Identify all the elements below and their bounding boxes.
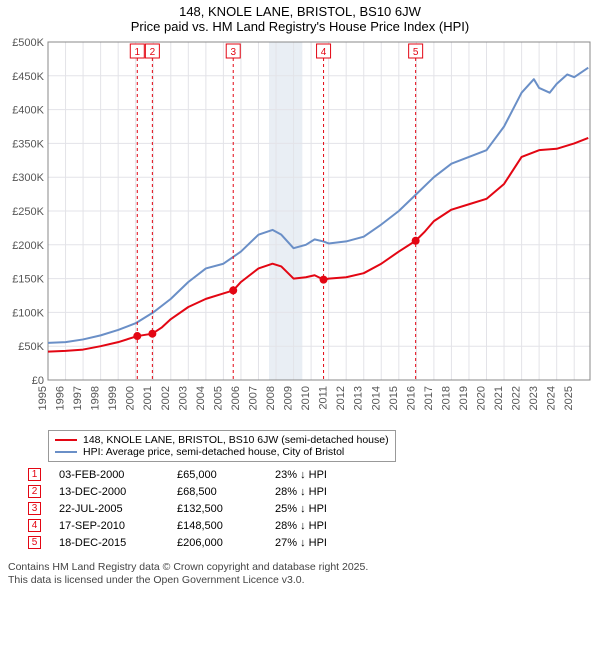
svg-text:2002: 2002 [160,386,172,410]
svg-text:2003: 2003 [177,386,189,410]
svg-text:2007: 2007 [247,386,259,410]
svg-text:2010: 2010 [300,386,312,410]
svg-text:2000: 2000 [125,386,137,410]
svg-text:2011: 2011 [318,386,330,410]
sale-row: 3 22-JUL-2005 £132,500 25% ↓ HPI [28,500,588,517]
footer-attribution: Contains HM Land Registry data © Crown c… [8,561,592,587]
svg-text:£150K: £150K [12,274,44,286]
svg-text:2021: 2021 [493,386,505,410]
sale-pct-vs-hpi: 28% ↓ HPI [275,486,375,498]
legend-label: 148, KNOLE LANE, BRISTOL, BS10 6JW (semi… [83,434,389,446]
svg-text:2009: 2009 [283,386,295,410]
sale-row: 2 13-DEC-2000 £68,500 28% ↓ HPI [28,483,588,500]
svg-text:£200K: £200K [12,240,44,252]
sale-date: 22-JUL-2005 [59,503,159,515]
svg-text:£50K: £50K [18,341,44,353]
sale-price: £132,500 [177,503,257,515]
sale-row: 4 17-SEP-2010 £148,500 28% ↓ HPI [28,517,588,534]
sale-row: 1 03-FEB-2000 £65,000 23% ↓ HPI [28,466,588,483]
svg-text:2013: 2013 [353,386,365,410]
svg-text:£250K: £250K [12,206,44,218]
sale-price: £68,500 [177,486,257,498]
sale-marker-box: 4 [28,519,41,532]
svg-text:£350K: £350K [12,138,44,150]
legend-swatch [55,451,77,453]
svg-text:2015: 2015 [388,386,400,410]
legend-item: 148, KNOLE LANE, BRISTOL, BS10 6JW (semi… [55,434,389,446]
sale-price: £206,000 [177,537,257,549]
legend-label: HPI: Average price, semi-detached house,… [83,446,344,458]
svg-text:2012: 2012 [335,386,347,410]
svg-text:1997: 1997 [72,386,84,410]
svg-text:2005: 2005 [212,386,224,410]
svg-text:2025: 2025 [563,386,575,410]
sale-marker-box: 5 [28,536,41,549]
svg-text:2: 2 [150,47,156,58]
sale-marker-box: 2 [28,485,41,498]
svg-text:2001: 2001 [142,386,154,410]
svg-text:2004: 2004 [195,386,207,410]
legend: 148, KNOLE LANE, BRISTOL, BS10 6JW (semi… [48,430,396,462]
sale-date: 13-DEC-2000 [59,486,159,498]
sale-date: 03-FEB-2000 [59,469,159,481]
sales-table: 1 03-FEB-2000 £65,000 23% ↓ HPI 2 13-DEC-2000… [28,466,588,551]
svg-text:£300K: £300K [12,172,44,184]
sale-date: 18-DEC-2015 [59,537,159,549]
chart-subtitle: Price paid vs. HM Land Registry's House … [0,19,600,34]
svg-text:5: 5 [413,47,419,58]
svg-text:1: 1 [134,47,140,58]
sale-marker-box: 1 [28,468,41,481]
plot-area: £0 £50K £100K £150K £200K £250K £300K £350K £400… [0,34,600,424]
svg-text:2019: 2019 [458,386,470,410]
svg-text:2023: 2023 [528,386,540,410]
sale-row: 5 18-DEC-2015 £206,000 27% ↓ HPI [28,534,588,551]
chart-container: 148, KNOLE LANE, BRISTOL, BS10 6JW Price… [0,0,600,587]
sale-price: £148,500 [177,520,257,532]
footer-line-1: Contains HM Land Registry data © Crown c… [8,561,592,574]
svg-text:1998: 1998 [90,386,102,410]
sale-marker-box: 3 [28,502,41,515]
titles: 148, KNOLE LANE, BRISTOL, BS10 6JW Price… [0,0,600,34]
sale-pct-vs-hpi: 28% ↓ HPI [275,520,375,532]
svg-text:2017: 2017 [423,386,435,410]
legend-item: HPI: Average price, semi-detached house,… [55,446,389,458]
sale-price: £65,000 [177,469,257,481]
svg-text:£500K: £500K [12,37,44,49]
svg-text:£400K: £400K [12,105,44,117]
svg-text:2018: 2018 [440,386,452,410]
svg-text:2014: 2014 [370,386,382,410]
svg-text:£100K: £100K [12,307,44,319]
footer-line-2: This data is licensed under the Open Gov… [8,574,592,587]
svg-text:4: 4 [321,47,327,58]
svg-text:2022: 2022 [511,386,523,410]
svg-text:1995: 1995 [37,386,49,410]
sale-date: 17-SEP-2010 [59,520,159,532]
svg-text:1996: 1996 [55,386,67,410]
svg-text:2024: 2024 [546,386,558,410]
sale-pct-vs-hpi: 25% ↓ HPI [275,503,375,515]
svg-text:2020: 2020 [476,386,488,410]
chart-title: 148, KNOLE LANE, BRISTOL, BS10 6JW [0,4,600,19]
svg-text:2016: 2016 [405,386,417,410]
svg-text:2006: 2006 [230,386,242,410]
svg-text:1999: 1999 [107,386,119,410]
legend-swatch [55,439,77,441]
svg-text:£450K: £450K [12,71,44,83]
sale-pct-vs-hpi: 27% ↓ HPI [275,537,375,549]
svg-text:3: 3 [230,47,236,58]
svg-text:2008: 2008 [265,386,277,410]
sale-pct-vs-hpi: 23% ↓ HPI [275,469,375,481]
svg-text:£0: £0 [32,375,44,387]
plot-svg: £0 £50K £100K £150K £200K £250K £300K £350K £400… [0,34,600,424]
